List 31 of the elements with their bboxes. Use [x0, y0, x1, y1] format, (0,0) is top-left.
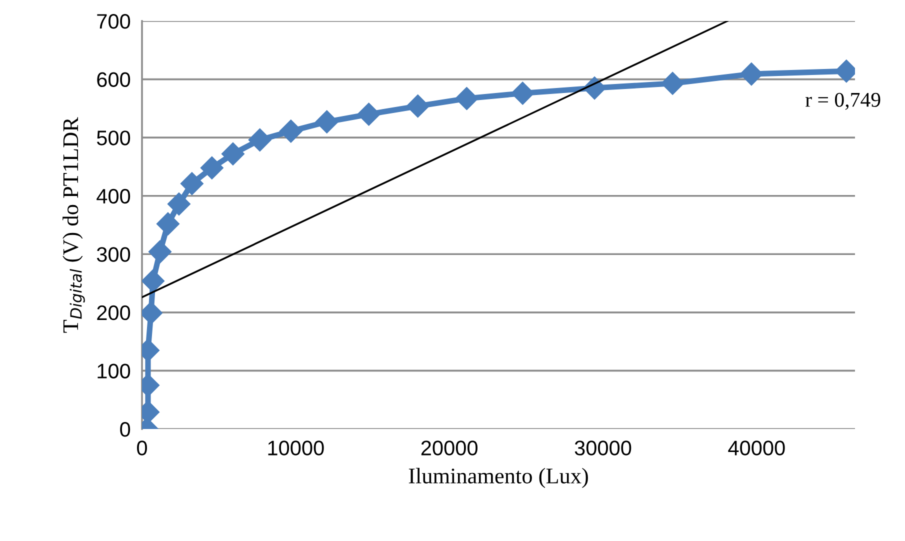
point	[180, 172, 204, 196]
point	[357, 102, 380, 126]
point	[156, 212, 180, 236]
point	[167, 192, 190, 216]
y-tick-label: 200	[97, 305, 130, 320]
x-tick-label: 20000	[421, 440, 478, 456]
y-tick-label: 0	[120, 422, 130, 437]
point	[406, 94, 430, 118]
point	[148, 240, 172, 264]
y-tick-label: 400	[96, 188, 130, 204]
y-tick-label: 600	[97, 72, 130, 88]
point	[455, 87, 478, 110]
x-axis-title: Iluminamento (Lux)	[408, 468, 588, 488]
point	[511, 82, 534, 105]
x-tick-label: 10000	[268, 440, 324, 456]
point	[661, 72, 684, 95]
point	[740, 62, 763, 86]
y-tick-label: 300	[96, 247, 130, 262]
annotation: r = 0,749	[806, 92, 880, 110]
y-tick-label: 500	[96, 130, 130, 146]
y-tick-label: 700	[97, 14, 130, 29]
point	[279, 120, 302, 143]
y-tick-label: 100	[98, 364, 130, 378]
point	[315, 110, 338, 134]
point	[200, 156, 224, 180]
point	[221, 142, 244, 166]
y-axis-title: T$_{Digital}$ (V) do PT1LDR	[62, 117, 85, 333]
x-tick-label: 0	[137, 440, 147, 456]
point	[248, 128, 272, 152]
x-tick-label: 40000	[728, 440, 785, 456]
x-tick-label: 30000	[574, 440, 632, 456]
